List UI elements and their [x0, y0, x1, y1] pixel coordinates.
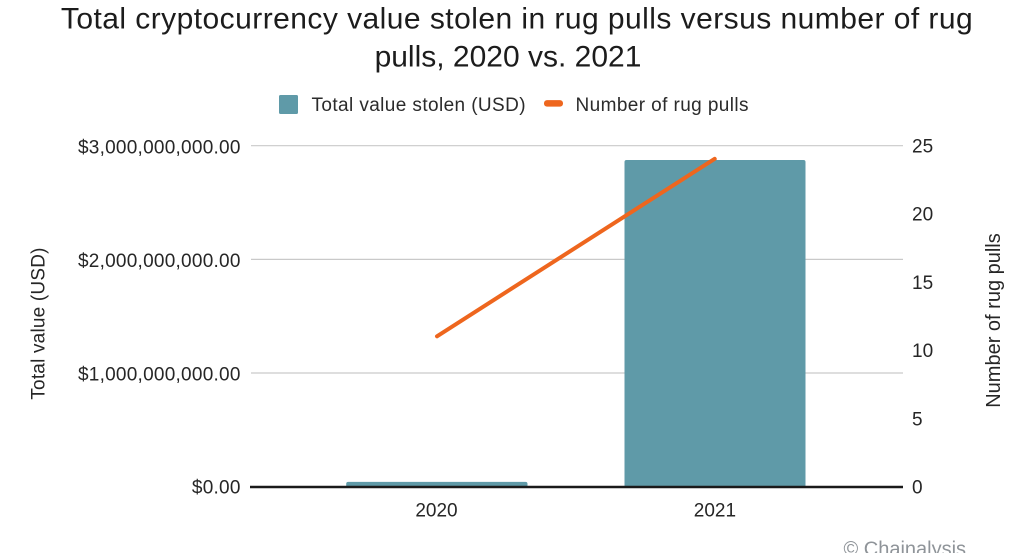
svg-text:pulls, 2020 vs. 2021: pulls, 2020 vs. 2021: [375, 40, 642, 73]
svg-text:© Chainalysis: © Chainalysis: [844, 538, 967, 553]
svg-text:$3,000,000,000.00: $3,000,000,000.00: [78, 137, 241, 158]
svg-text:0: 0: [912, 477, 923, 498]
svg-text:25: 25: [912, 137, 933, 158]
svg-text:Total value stolen (USD): Total value stolen (USD): [312, 95, 526, 116]
svg-text:Total cryptocurrency value sto: Total cryptocurrency value stolen in rug…: [61, 3, 973, 36]
svg-text:2021: 2021: [694, 500, 736, 521]
svg-text:$1,000,000,000.00: $1,000,000,000.00: [78, 364, 241, 385]
svg-text:$0.00: $0.00: [192, 477, 241, 498]
svg-text:Number of rug pulls: Number of rug pulls: [576, 95, 749, 116]
svg-text:15: 15: [912, 273, 933, 294]
svg-text:2020: 2020: [415, 500, 457, 521]
svg-text:$2,000,000,000.00: $2,000,000,000.00: [78, 251, 241, 272]
svg-text:20: 20: [912, 205, 933, 226]
svg-text:5: 5: [912, 409, 923, 430]
svg-text:10: 10: [912, 341, 933, 362]
svg-text:Total value (USD): Total value (USD): [29, 247, 50, 399]
svg-text:Number of rug pulls: Number of rug pulls: [983, 233, 1005, 408]
